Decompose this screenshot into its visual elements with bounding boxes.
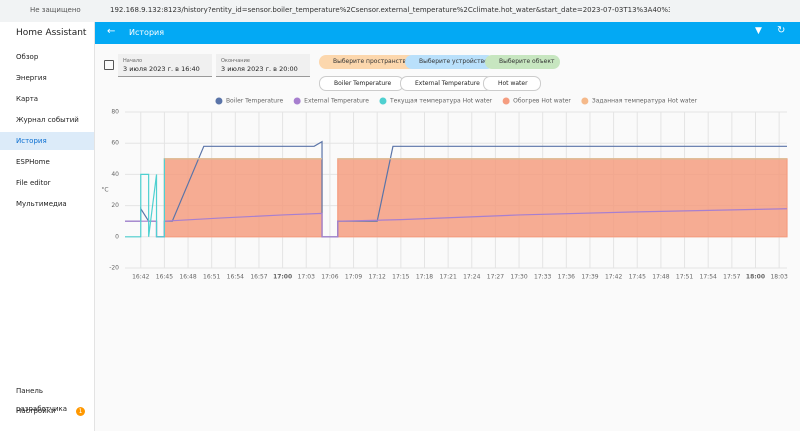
end-value: 3 июля 2023 г. в 20:00 (221, 65, 298, 73)
x-tick-label: 16:54 (227, 274, 244, 281)
header: ← История ▼ ↻ (95, 22, 800, 44)
nav-item[interactable]: Мультимедиа (16, 200, 67, 208)
security: Не защищено (30, 6, 81, 14)
x-tick-label: 17:12 (369, 274, 386, 281)
end-label: Окончание (221, 58, 250, 64)
nav-item[interactable]: ESPHome (16, 158, 50, 166)
chart: °C -20 0 20 40 60 80 16:42 16:45 16:48 16:51 16:54… (101, 97, 788, 281)
legend-item[interactable]: Обогрев Hot water (502, 97, 572, 105)
x-tick-label: 17:00 (273, 274, 292, 281)
x-tick-label: 17:54 (700, 274, 717, 281)
x-tick-label: 17:42 (605, 274, 622, 281)
x-tick-label: 17:33 (534, 274, 551, 281)
legend-label: Обогрев Hot water (513, 98, 571, 105)
end-field[interactable]: Окончание 3 июля 2023 г. в 20:00 (216, 54, 310, 77)
x-tick-label: 17:27 (487, 274, 504, 281)
y-tick-label: 40 (111, 171, 119, 178)
badge: 1 (76, 407, 85, 416)
legend-item[interactable]: Текущая температура Hot water (379, 97, 493, 105)
y-tick-label: 0 (115, 233, 119, 240)
legend-label: Заданная температура Hot water (592, 98, 698, 105)
legend-swatch (581, 97, 589, 105)
legend-item[interactable]: External Temperature (293, 97, 370, 105)
x-tick-label: 17:03 (298, 274, 315, 281)
refresh-icon[interactable]: ↻ (777, 25, 786, 36)
x-tick-label: 17:57 (723, 274, 740, 281)
url[interactable]: 192.168.9.132:8123/history?entity_id=sen… (110, 6, 670, 14)
start-field[interactable]: Начало 3 июля 2023 г. в 16:40 (118, 54, 212, 77)
x-tick-label: 17:45 (629, 274, 646, 281)
x-tick-label: 17:21 (439, 274, 456, 281)
entity-chip[interactable]: External Temperature (400, 76, 493, 91)
x-tick-label: 16:48 (179, 274, 196, 281)
x-tick-label: 16:42 (132, 274, 149, 281)
legend-swatch (215, 97, 223, 105)
x-tick-label: 17:09 (345, 274, 362, 281)
filter-icon[interactable]: ▼ (755, 26, 762, 36)
x-tick-label: 17:51 (676, 274, 693, 281)
legend-label: Текущая температура Hot water (389, 98, 493, 105)
legend-swatch (502, 97, 510, 105)
nav-item[interactable]: Настройки (16, 407, 56, 415)
app-title: Home Assistant (16, 28, 87, 38)
entity-chip[interactable]: Hot water (483, 76, 541, 91)
x-tick-label: 17:24 (463, 274, 480, 281)
legend-swatch (379, 97, 387, 105)
x-tick-label: 18:00 (746, 274, 765, 281)
x-tick-label: 17:36 (558, 274, 575, 281)
x-tick-label: 17:18 (416, 274, 433, 281)
nav-item[interactable]: Журнал событий (16, 116, 79, 124)
x-tick-label: 16:51 (203, 274, 220, 281)
x-tick-label: 18:03 (770, 274, 787, 281)
sidebar: Home Assistant Обзор Энергия Карта Журнал с… (0, 22, 95, 431)
filter-button[interactable]: Выберите объект (485, 55, 561, 69)
calendar-icon (104, 60, 114, 70)
x-tick-label: 17:48 (652, 274, 669, 281)
filter-button[interactable]: Выберите устройство (405, 55, 494, 69)
area (163, 158, 788, 238)
y-axis-label: °C (101, 187, 108, 194)
x-tick-label: 16:57 (250, 274, 267, 281)
nav-item[interactable]: История (0, 132, 94, 150)
y-tick-label: 80 (111, 109, 119, 116)
y-tick-label: 20 (111, 202, 119, 209)
browser-bar: Не защищено 192.168.9.132:8123/history?e… (0, 0, 800, 23)
nav-item[interactable]: Обзор (16, 53, 39, 61)
x-tick-label: 17:15 (392, 274, 409, 281)
start-label: Начало (123, 58, 143, 64)
legend-label: Boiler Temperature (226, 98, 284, 105)
filter-button[interactable]: Выберите пространство (319, 55, 416, 69)
legend-label: External Temperature (304, 98, 369, 105)
x-tick-label: 17:06 (321, 274, 338, 281)
x-tick-label: 17:39 (581, 274, 598, 281)
start-value: 3 июля 2023 г. в 16:40 (123, 65, 200, 73)
legend-swatch (293, 97, 301, 105)
nav-item[interactable]: Панель разработчика (16, 387, 68, 413)
header-title: История (129, 28, 165, 37)
y-tick-label: 60 (111, 140, 119, 147)
nav-item[interactable]: File editor (16, 179, 51, 187)
x-tick-label: 17:30 (510, 274, 527, 281)
y-tick-label: -20 (109, 265, 119, 272)
x-tick-label: 16:45 (156, 274, 173, 281)
nav-item[interactable]: Карта (16, 95, 39, 103)
nav-item[interactable]: Энергия (16, 74, 47, 82)
legend-item[interactable]: Заданная температура Hot water (581, 97, 698, 105)
legend-item[interactable]: Boiler Temperature (215, 97, 284, 105)
back[interactable]: ← (107, 26, 116, 37)
